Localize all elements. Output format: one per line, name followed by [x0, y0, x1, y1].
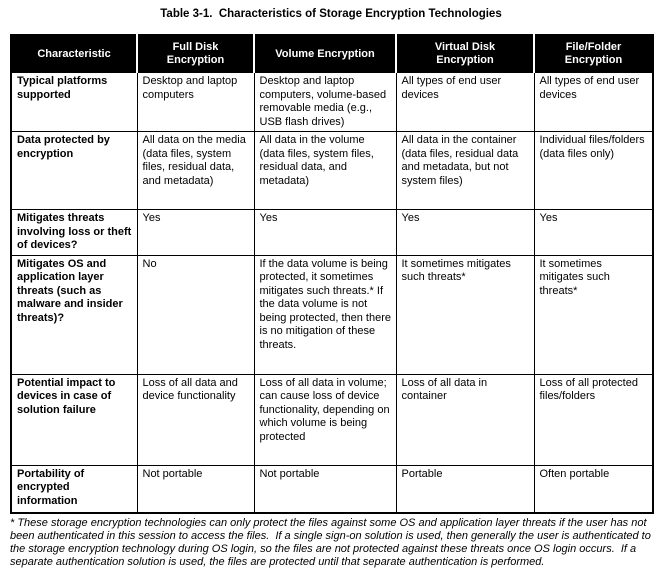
table-cell: Loss of all protected files/folders	[533, 373, 654, 466]
table-row: Typical platforms supported Desktop and …	[10, 72, 654, 132]
table-cell: All data on the media (data files, syste…	[136, 131, 255, 210]
table-header-row: Characteristic Full Disk Encryption Volu…	[11, 35, 653, 73]
table-cell: Yes	[533, 209, 654, 256]
table-cell: All data in the container (data files, r…	[395, 131, 535, 210]
column-header-characteristic: Characteristic	[11, 35, 137, 73]
column-header-virtual-disk-encryption: Virtual Disk Encryption	[395, 35, 534, 73]
column-header-file-folder-encryption: File/Folder Encryption	[533, 35, 653, 73]
column-header-full-disk-encryption: Full Disk Encryption	[136, 35, 254, 73]
table-cell: Not portable	[253, 464, 397, 513]
table-cell: Loss of all data and device functionalit…	[136, 373, 255, 466]
footnote: * These storage encryption technologies …	[10, 516, 654, 568]
table-row: Data protected by encryption All data on…	[10, 131, 654, 210]
table-cell: Loss of all data in container	[395, 373, 535, 466]
column-header-volume-encryption: Volume Encryption	[253, 35, 396, 73]
table-title: Table 3-1. Characteristics of Storage En…	[160, 8, 502, 20]
table-cell: It sometimes mitigates such threats*	[533, 254, 654, 375]
table-cell: All data in the volume (data files, syst…	[253, 131, 397, 210]
table-row: Mitigates threats involving loss or thef…	[10, 209, 654, 256]
table-cell: Yes	[136, 209, 255, 256]
table-cell: All types of end user devices	[533, 72, 654, 132]
table-row: Portability of encrypted information Not…	[10, 464, 654, 513]
row-label: Typical platforms supported	[10, 72, 138, 132]
table-cell: Yes	[395, 209, 535, 256]
table-cell: Individual files/folders (data files onl…	[533, 131, 654, 210]
table-row: Potential impact to devices in case of s…	[10, 373, 654, 466]
table-cell: It sometimes mitigates such threats*	[395, 254, 535, 375]
table-cell: Not portable	[136, 464, 255, 513]
table-cell: No	[136, 254, 255, 375]
table-cell: If the data volume is being protected, i…	[253, 254, 397, 375]
table-cell: Often portable	[533, 464, 654, 513]
row-label: Mitigates threats involving loss or thef…	[10, 209, 138, 256]
row-label: Portability of encrypted information	[10, 464, 138, 513]
row-label: Data protected by encryption	[10, 131, 138, 210]
table-cell: Yes	[253, 209, 397, 256]
table-row: Mitigates OS and application layer threa…	[10, 254, 654, 375]
table-cell: Desktop and laptop computers	[136, 72, 255, 132]
row-label: Potential impact to devices in case of s…	[10, 373, 138, 466]
row-label: Mitigates OS and application layer threa…	[10, 254, 138, 375]
table-cell: All types of end user devices	[395, 72, 535, 132]
table-cell: Desktop and laptop computers, volume-bas…	[253, 72, 397, 132]
table-cell: Portable	[395, 464, 535, 513]
table-cell: Loss of all data in volume; can cause lo…	[253, 373, 397, 466]
storage-encryption-table: Characteristic Full Disk Encryption Volu…	[10, 34, 654, 514]
